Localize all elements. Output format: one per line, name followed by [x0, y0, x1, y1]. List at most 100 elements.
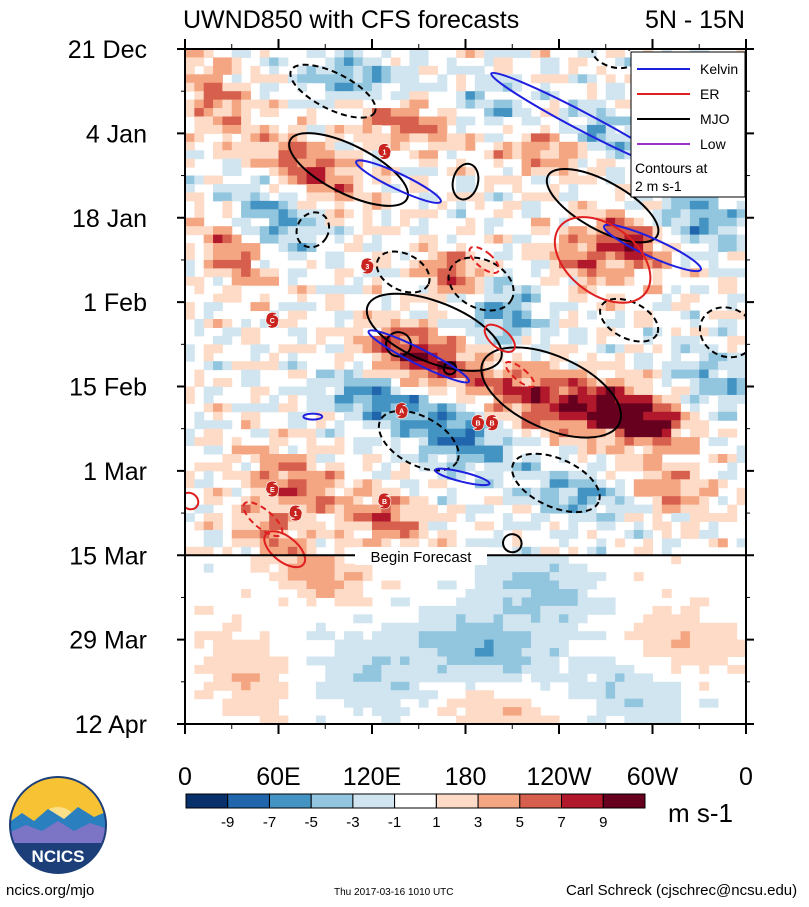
heatmap-cell: [530, 707, 541, 717]
heatmap-cell: [577, 226, 588, 236]
heatmap-cell: [231, 268, 242, 278]
heatmap-cell: [315, 192, 326, 202]
heatmap-cell: [643, 310, 653, 320]
heatmap-cell: [568, 572, 579, 582]
heatmap-cell: [727, 209, 738, 219]
footer-url[interactable]: ncics.org/mjo: [6, 882, 95, 899]
heatmap-cell: [418, 698, 429, 708]
heatmap-cell: [437, 648, 448, 657]
heatmap-cell: [540, 226, 551, 236]
heatmap-cell: [213, 538, 223, 548]
heatmap-cell: [512, 99, 523, 109]
heatmap-cell: [334, 74, 345, 84]
heatmap-cell: [540, 124, 551, 134]
heatmap-cell: [465, 513, 476, 522]
heatmap-cell: [521, 167, 532, 177]
heatmap-cell: [708, 217, 719, 227]
heatmap-cell: [605, 175, 616, 185]
heatmap-cell: [540, 133, 551, 143]
heatmap-cell: [502, 209, 513, 219]
heatmap-cell: [717, 656, 728, 666]
heatmap-cell: [624, 226, 635, 236]
storm-marker-icon: [377, 143, 392, 160]
heatmap-cell: [222, 454, 233, 463]
heatmap-cell: [400, 428, 410, 438]
heatmap-cell: [185, 243, 195, 252]
heatmap-cell: [652, 496, 663, 506]
heatmap-cell: [521, 108, 532, 117]
heatmap-cell: [689, 479, 700, 489]
heatmap-cell: [727, 470, 738, 480]
heatmap-cell: [643, 673, 653, 683]
heatmap-cell: [418, 124, 429, 134]
heatmap-cell: [502, 513, 513, 522]
heatmap-cell: [325, 403, 336, 413]
heatmap-cell: [708, 310, 719, 320]
heatmap-cell: [409, 82, 420, 92]
heatmap-cell: [484, 133, 495, 143]
heatmap-cell: [484, 462, 495, 472]
heatmap-cell: [287, 454, 298, 463]
heatmap-cell: [250, 538, 261, 548]
heatmap-cell: [287, 352, 298, 362]
heatmap-cell: [568, 386, 579, 396]
heatmap-cell: [680, 605, 691, 615]
heatmap-cell: [409, 91, 420, 101]
heatmap-cell: [418, 454, 429, 463]
heatmap-cell: [549, 386, 560, 396]
heatmap-cell: [278, 150, 289, 160]
y-tick-label: 1 Mar: [83, 458, 147, 486]
heatmap-cell: [596, 243, 607, 252]
heatmap-cell: [605, 420, 616, 430]
heatmap-cell: [465, 141, 476, 151]
heatmap-cell: [605, 504, 616, 514]
heatmap-cell: [437, 268, 448, 278]
heatmap-cell: [559, 394, 569, 404]
heatmap-cell: [250, 428, 261, 438]
heatmap-cell: [680, 394, 691, 404]
heatmap-cell: [437, 141, 448, 151]
heatmap-cell: [259, 91, 270, 101]
heatmap-cell: [334, 150, 345, 160]
heatmap-cell: [241, 243, 251, 252]
heatmap-cell: [568, 209, 579, 219]
heatmap-cell: [334, 302, 345, 312]
heatmap-cell: [409, 529, 420, 539]
heatmap-cell: [325, 673, 336, 683]
heatmap-cell: [222, 487, 233, 497]
heatmap-cell: [222, 656, 233, 666]
heatmap-cell: [353, 82, 364, 92]
heatmap-cell: [203, 496, 214, 506]
heatmap-cell: [297, 327, 308, 337]
heatmap-cell: [484, 631, 495, 641]
heatmap-cell: [269, 462, 279, 472]
heatmap-cell: [250, 470, 261, 480]
heatmap-cell: [428, 158, 438, 168]
heatmap-cell: [325, 428, 336, 438]
heatmap-cell: [615, 411, 625, 421]
heatmap-cell: [680, 268, 691, 278]
heatmap-cell: [446, 639, 457, 649]
heatmap-cell: [587, 259, 597, 269]
heatmap-cell: [484, 49, 495, 58]
heatmap-cell: [353, 99, 364, 109]
heatmap-cell: [353, 521, 364, 531]
heatmap-cell: [250, 394, 261, 404]
heatmap-cell: [409, 167, 420, 177]
heatmap-cell: [661, 403, 672, 413]
heatmap-cell: [287, 175, 298, 185]
heatmap-cell: [615, 91, 625, 101]
heatmap-cell: [194, 605, 205, 615]
heatmap-cell: [559, 158, 569, 168]
heatmap-cell: [671, 707, 682, 717]
heatmap-cell: [577, 150, 588, 160]
heatmap-cell: [315, 386, 326, 396]
heatmap-cell: [502, 411, 513, 421]
heatmap-cell: [222, 158, 233, 168]
heatmap-cell: [502, 124, 513, 134]
heatmap-cell: [577, 209, 588, 219]
heatmap-cell: [661, 479, 672, 489]
heatmap-cell: [353, 335, 364, 345]
heatmap-cell: [540, 108, 551, 117]
heatmap-cell: [512, 707, 523, 717]
